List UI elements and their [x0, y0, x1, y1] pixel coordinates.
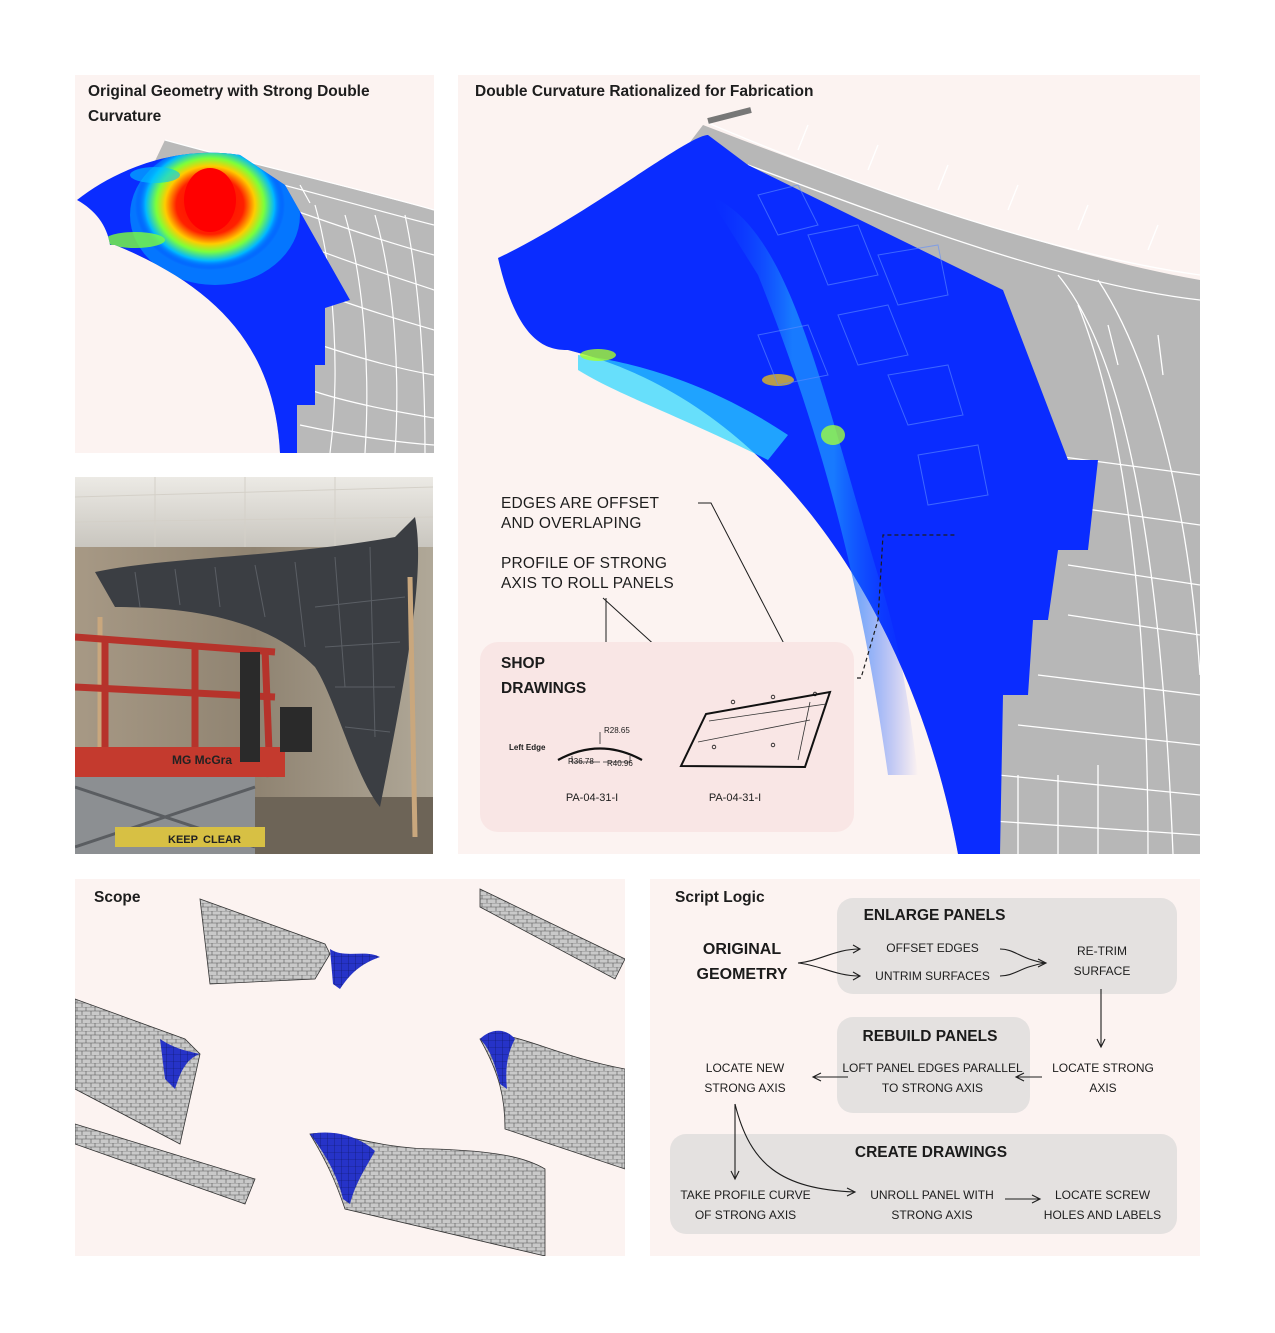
shop-radius-r1: R28.65: [604, 726, 630, 735]
callout-edges-offset: EDGES ARE OFFSET AND OVERLAPING: [501, 495, 659, 532]
rationalized-panel: Double Curvature Rationalized for Fabric…: [458, 75, 1200, 854]
original-geometry-title: Original Geometry with Strong Double Cur…: [88, 83, 370, 125]
lift-warning-keep: KEEP: [168, 834, 198, 846]
shop-label-profile: PA-04-31-I: [565, 792, 619, 804]
rationalized-render: [498, 107, 1200, 854]
shop-drawings-title: SHOP DRAWINGS: [501, 655, 587, 697]
untrim-surfaces-node: UNTRIM SURFACES: [875, 969, 990, 983]
rebuild-panels-title: REBUILD PANELS: [862, 1028, 998, 1045]
shop-left-edge-label: Left Edge: [509, 743, 546, 752]
script-logic-title: Script Logic: [675, 889, 765, 906]
lift-brand-label: MG McGra: [171, 753, 232, 767]
retrim-surface-node: RE-TRIM SURFACE: [1073, 944, 1131, 978]
photo-illustration: [75, 477, 433, 854]
scope-models: [75, 888, 625, 1256]
fabrication-photo: MG McGra KEEP CLEAR: [75, 477, 433, 854]
original-geometry-node: ORIGINAL GEOMETRY: [696, 941, 788, 983]
callout-profile-strong-axis: PROFILE OF STRONG AXIS TO ROLL PANELS: [501, 555, 674, 592]
offset-edges-node: OFFSET EDGES: [886, 941, 979, 955]
lift-warning-clear: CLEAR: [203, 834, 241, 846]
locate-strong-axis-node: LOCATE STRONG AXIS: [1052, 1061, 1154, 1095]
script-logic-panel: Script Logic ORIGINAL GEOMETRY ENLARGE P…: [650, 879, 1200, 1256]
shop-radius-r2: R36.78: [568, 757, 594, 766]
rebuild-panels-box: [837, 1017, 1030, 1113]
locate-new-strong-axis-node: LOCATE NEW STRONG AXIS: [704, 1061, 786, 1095]
scope-title: Scope: [94, 889, 141, 906]
shop-label-unrolled: PA-04-31-I: [708, 792, 762, 804]
script-flow-arrows: [730, 944, 1106, 1204]
locate-screw-holes-node: LOCATE SCREW HOLES AND LABELS: [1043, 1188, 1162, 1222]
shop-radius-r3: R40.96: [607, 759, 633, 768]
rationalized-title: Double Curvature Rationalized for Fabric…: [475, 83, 814, 100]
original-geometry-panel: Original Geometry with Strong Double Cur…: [75, 75, 434, 453]
shop-drawings-box: SHOP DRAWINGS Left Edge R28.65 R36.78 R4…: [480, 642, 854, 832]
scope-panel: Scope: [75, 879, 625, 1256]
take-profile-curve-node: TAKE PROFILE CURVE OF STRONG AXIS: [680, 1188, 811, 1222]
create-drawings-title: CREATE DRAWINGS: [854, 1144, 1008, 1161]
enlarge-panels-title: ENLARGE PANELS: [863, 907, 1006, 924]
enlarge-panels-box: [837, 898, 1177, 994]
shop-drawing-profile: [557, 690, 832, 769]
unroll-panel-node: UNROLL PANEL WITH STRONG AXIS: [870, 1188, 994, 1222]
loft-panel-edges-node: LOFT PANEL EDGES PARALLEL TO STRONG AXIS: [842, 1061, 1023, 1095]
original-geometry-render: [77, 139, 434, 453]
